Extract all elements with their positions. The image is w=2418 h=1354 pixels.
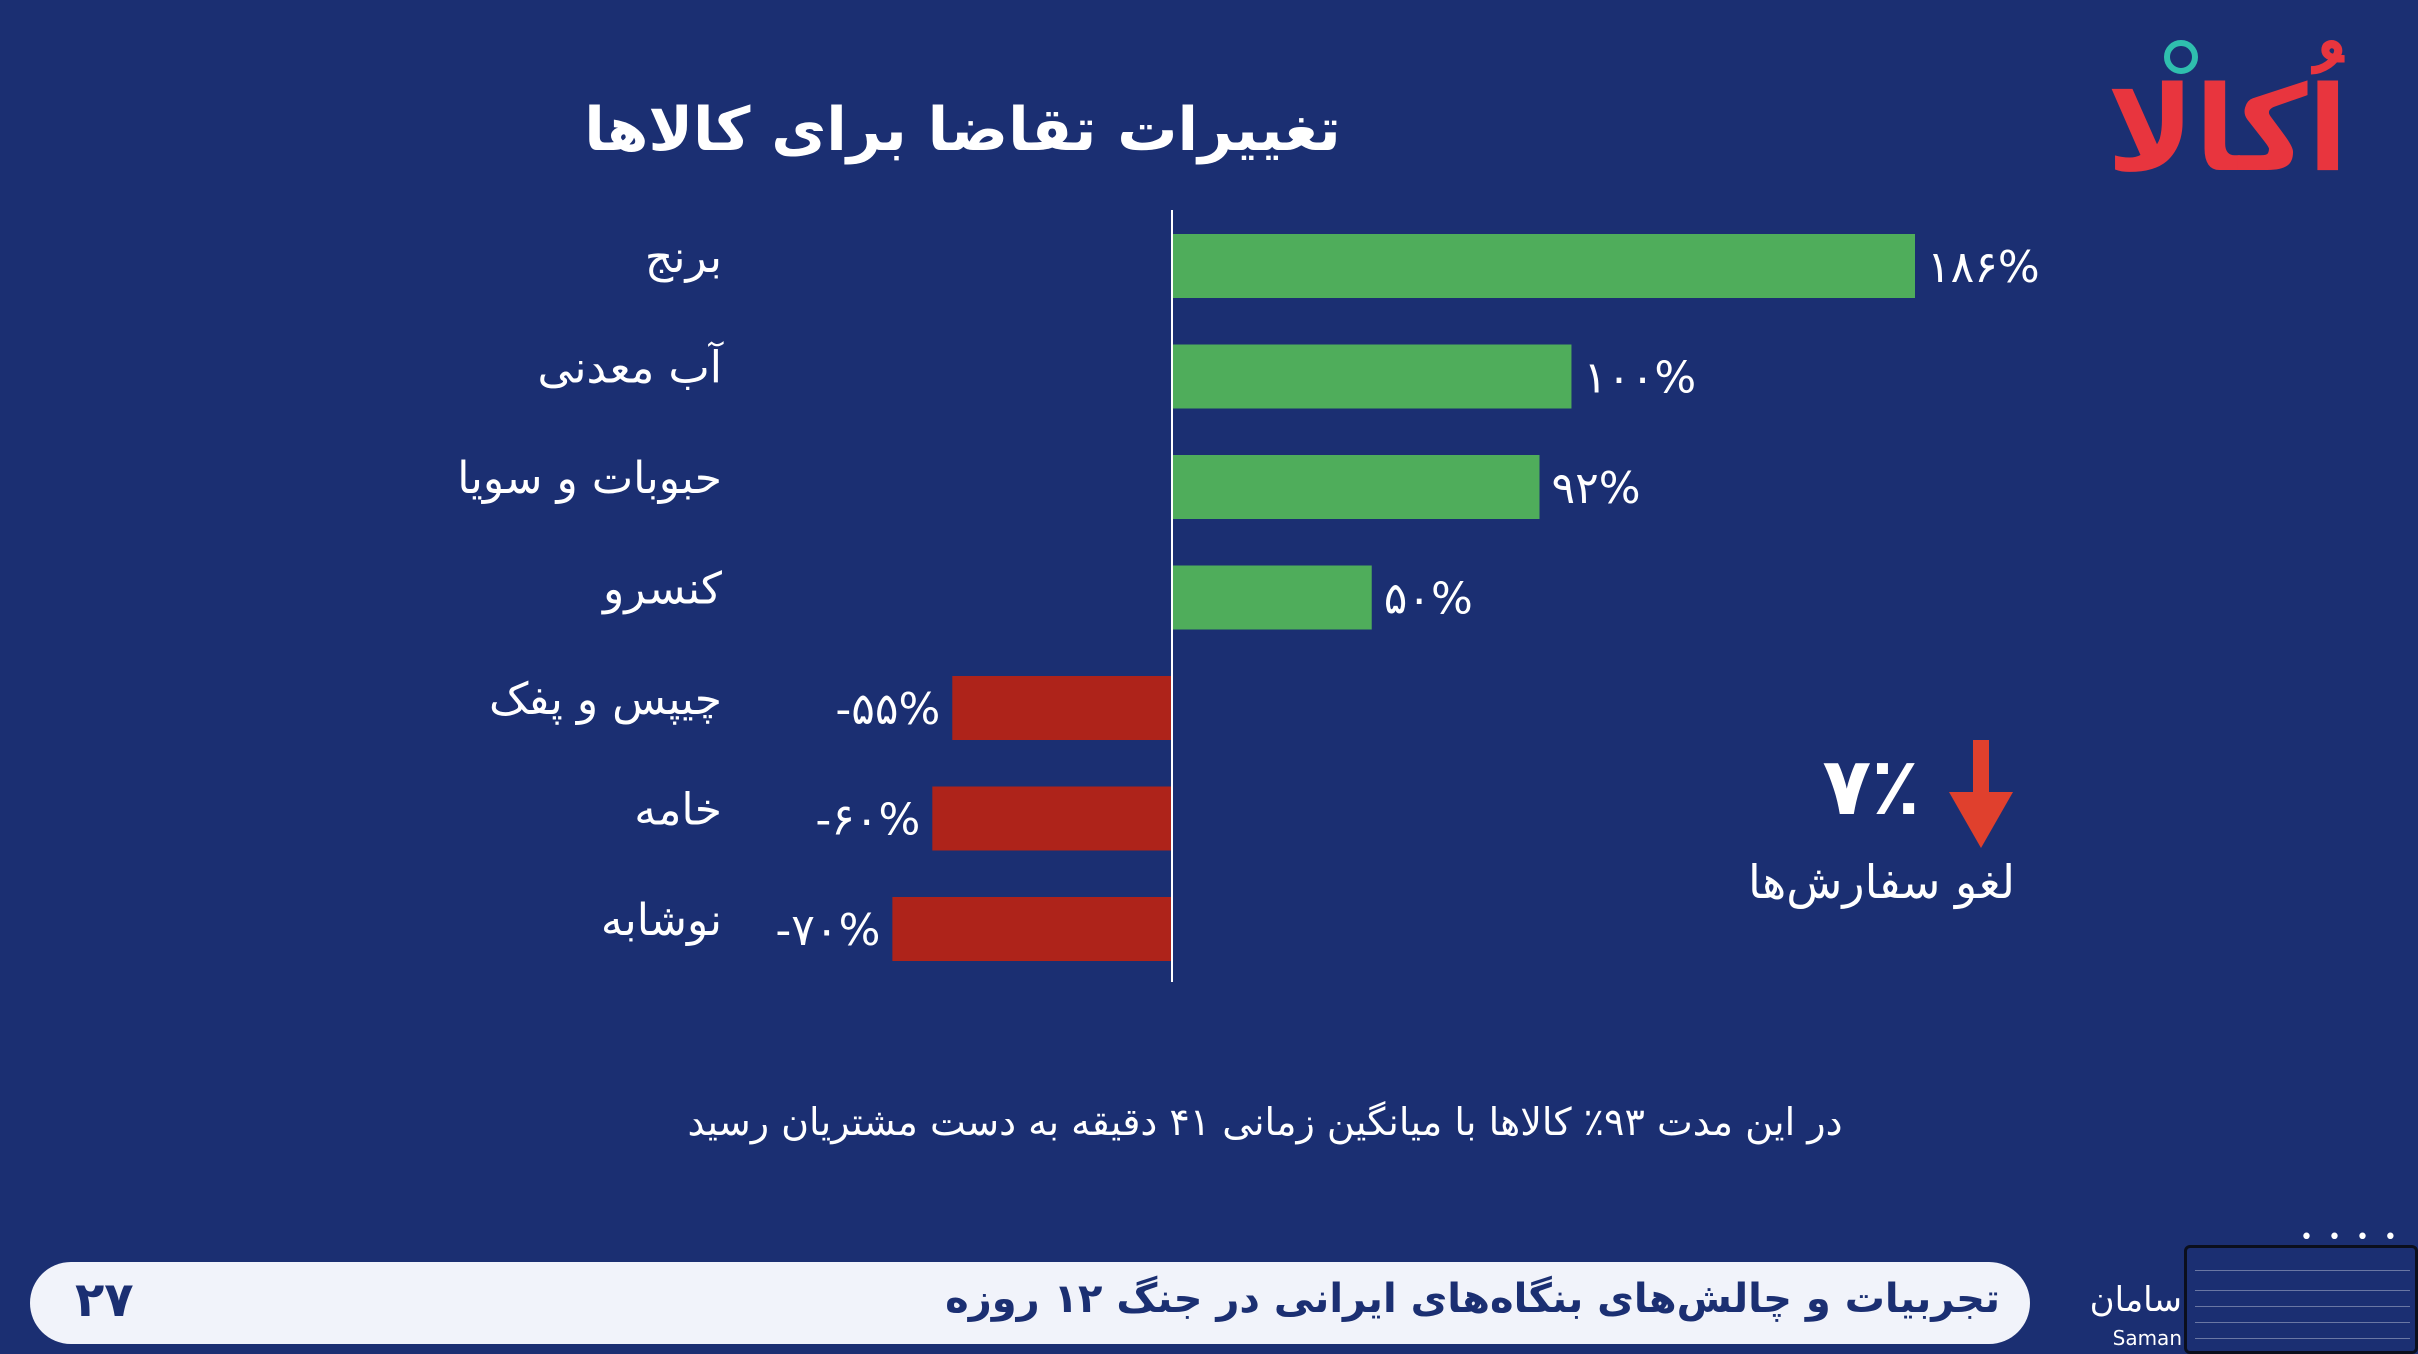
footer-bar: ۲۷ تجربیات و چالش‌های بنگاه‌های ایرانی د… <box>30 1262 2030 1344</box>
bar-3 <box>1172 565 1372 630</box>
brand-name-fa: سامان <box>2089 1280 2182 1320</box>
bar-4 <box>952 676 1172 740</box>
bar-1 <box>1172 344 1572 409</box>
category-label-2: حبوبات و سویا <box>457 453 722 504</box>
cancellation-label: لغو سفارش‌ها <box>1747 855 2015 909</box>
category-label-5: خامه <box>634 785 722 836</box>
cancellation-value: ۷٪ <box>1822 740 1920 833</box>
value-label-6: -۷۰% <box>775 905 880 956</box>
value-label-0: ۱۸۶% <box>1927 242 2040 293</box>
category-label-1: آب معدنی <box>538 341 724 394</box>
bar-5 <box>932 786 1172 851</box>
brand-name-en: Saman <box>2112 1326 2182 1350</box>
down-arrow-icon <box>1949 740 2013 848</box>
footer-title: تجربیات و چالش‌های بنگاه‌های ایرانی در ج… <box>945 1276 2000 1322</box>
value-label-2: ۹۲% <box>1552 463 1641 514</box>
page-number: ۲۷ <box>75 1272 134 1328</box>
value-label-3: ۵۰% <box>1384 574 1473 625</box>
okala-logo: اُکالا <box>2098 40 2352 198</box>
demand-change-chart: ۱۸۶% برنج ۱۰۰% آب معدنی ۹۲% حبوبات و سویا ۵۰% ک… <box>457 210 2040 982</box>
category-label-4: چیپس و پفک <box>489 674 722 725</box>
bar-6 <box>892 897 1172 961</box>
delivery-footnote: در این مدت ۹۳٪ کالاها با میانگین زمانی ۴… <box>687 1100 1843 1144</box>
category-label-3: کنسرو <box>601 564 722 615</box>
logo-text: اُکالا <box>2106 60 2352 198</box>
slide-title: تغییرات تقاضا برای کالاها <box>584 95 1341 165</box>
logo-accent-icon <box>2164 40 2198 74</box>
value-label-5: -۶۰% <box>815 795 920 846</box>
saman-brand: سامان Saman <box>2089 1270 2182 1354</box>
category-label-0: برنج <box>645 232 722 283</box>
value-label-1: ۱۰۰% <box>1583 353 1696 404</box>
slide-thumbnail[interactable] <box>2184 1245 2418 1354</box>
cancellation-callout: ۷٪ لغو سفارش‌ها <box>1700 740 2060 920</box>
value-label-4: -۵۵% <box>835 684 940 735</box>
bar-0 <box>1172 234 1915 298</box>
category-label-6: نوشابه <box>601 895 722 946</box>
bar-2 <box>1172 455 1540 519</box>
